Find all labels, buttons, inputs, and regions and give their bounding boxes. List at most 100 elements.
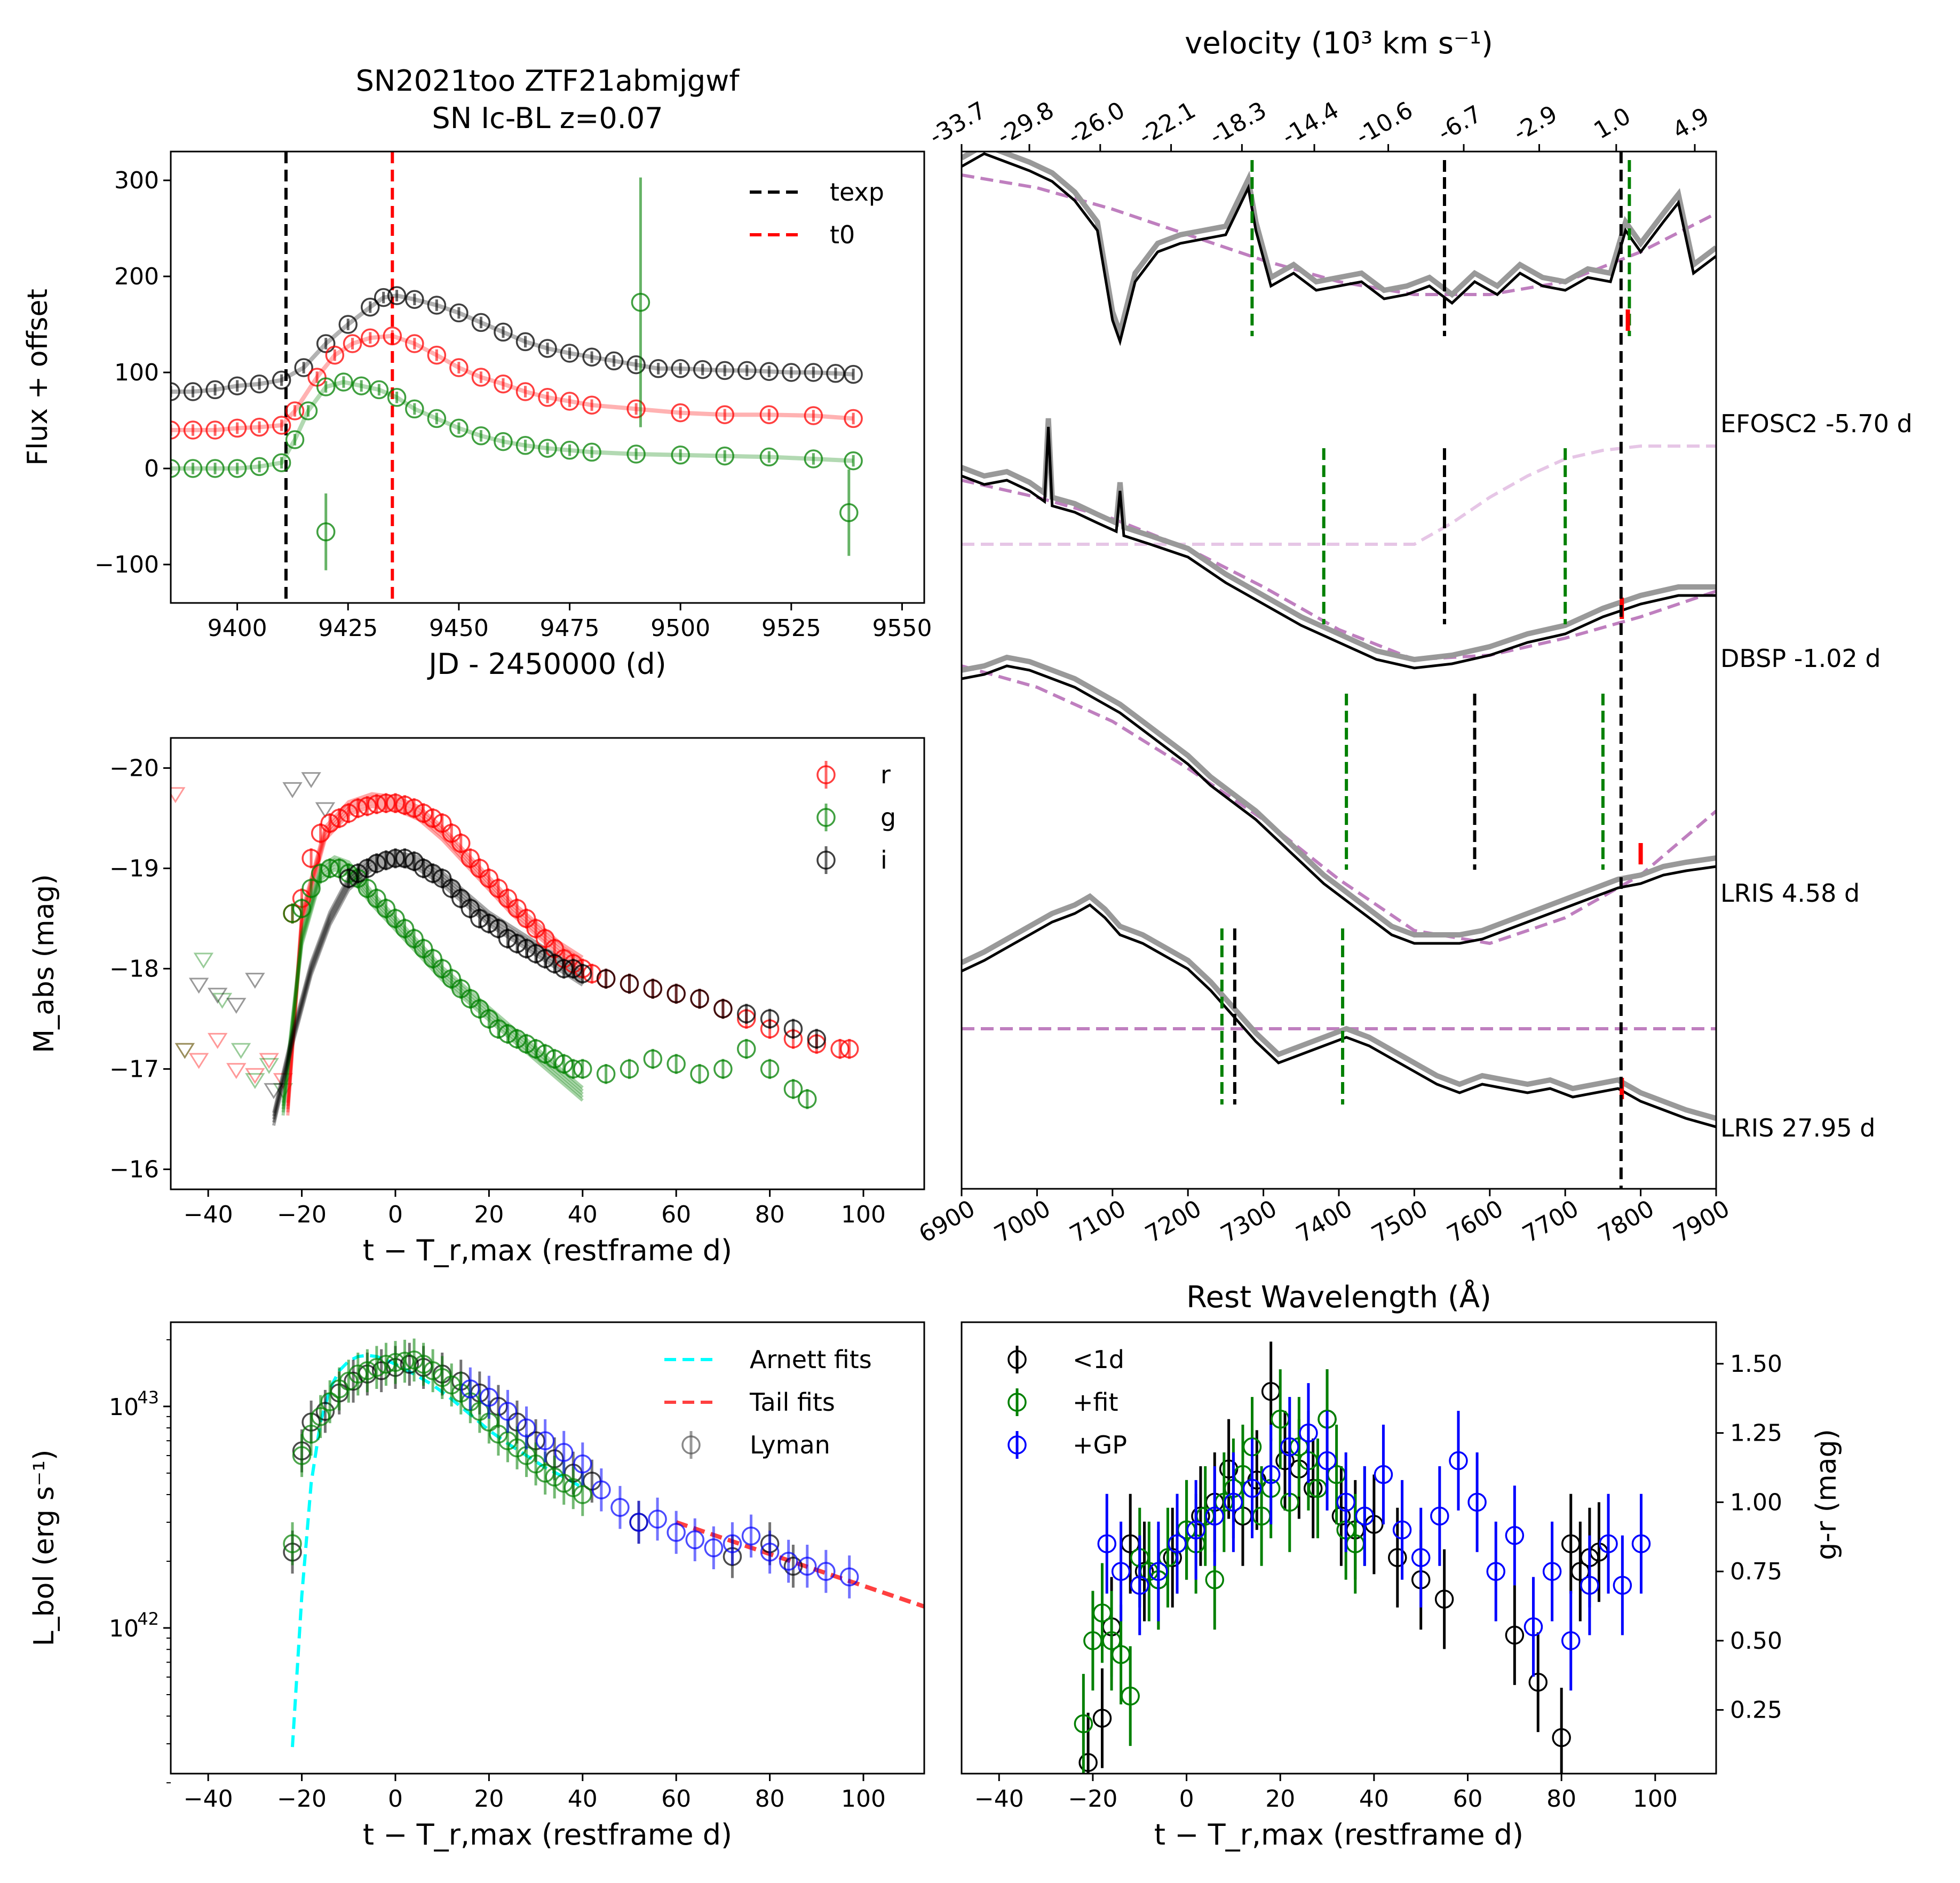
data-point-+fit bbox=[1074, 1714, 1093, 1734]
upper-limit-r bbox=[245, 1068, 265, 1084]
data-point-i bbox=[405, 290, 424, 309]
data-point-g bbox=[760, 1059, 780, 1079]
data-point-i bbox=[804, 363, 823, 382]
x-tick-label: 7300 bbox=[1216, 1195, 1281, 1248]
x-axis-label: t − T_r,max (restframe d) bbox=[363, 1234, 732, 1267]
data-point-i bbox=[471, 313, 491, 332]
data-point-+GP bbox=[1374, 1465, 1393, 1484]
model-curve-g bbox=[281, 861, 584, 1109]
legend-marker bbox=[681, 1435, 701, 1455]
data-point-g bbox=[839, 503, 859, 522]
data-point-blue bbox=[461, 1379, 480, 1399]
y-tick-exponent: 42 bbox=[137, 1609, 159, 1629]
legend-label: <1d bbox=[1073, 1345, 1124, 1374]
x-tick-label: 7500 bbox=[1367, 1195, 1432, 1248]
data-point-blue bbox=[479, 1387, 499, 1407]
data-point-g bbox=[626, 444, 646, 464]
data-point-g bbox=[494, 432, 513, 451]
x-tick-label: −40 bbox=[184, 1201, 233, 1228]
data-point-i bbox=[449, 303, 469, 323]
data-point-+GP bbox=[1149, 1562, 1168, 1581]
legend-marker bbox=[816, 851, 836, 870]
data-point-+GP bbox=[1280, 1437, 1299, 1457]
upper-limit-g bbox=[193, 952, 214, 969]
upper-limit-r bbox=[226, 1063, 247, 1079]
spectrum-label: DBSP -1.02 d bbox=[1720, 644, 1881, 673]
upper-limit-g bbox=[273, 1083, 293, 1099]
data-point-black bbox=[783, 1556, 803, 1576]
top-x-tick-label: 1.0 bbox=[1589, 102, 1635, 145]
data-point-green bbox=[573, 1485, 592, 1504]
x-tick-label: 7800 bbox=[1593, 1195, 1659, 1248]
top-x-tick-label: -22.1 bbox=[1134, 97, 1200, 150]
raw-spectrum bbox=[962, 654, 1716, 937]
data-point-+GP bbox=[1261, 1465, 1281, 1484]
data-point-+GP bbox=[1242, 1479, 1262, 1498]
data-point-+GP bbox=[1392, 1520, 1412, 1540]
legend-label: i bbox=[880, 846, 887, 875]
plot-area bbox=[171, 152, 863, 603]
data-point-<1d bbox=[1275, 1451, 1295, 1471]
top-x-tick-label: -29.8 bbox=[993, 97, 1059, 150]
data-point-i bbox=[713, 999, 733, 1019]
data-point-i bbox=[620, 974, 639, 994]
legend-marker bbox=[816, 765, 836, 784]
x-tick-label: 20 bbox=[474, 1201, 504, 1228]
data-point-i bbox=[759, 362, 779, 381]
data-point-blue bbox=[666, 1523, 686, 1542]
upper-limit-i bbox=[264, 1083, 284, 1099]
data-point-i bbox=[427, 296, 447, 315]
legend-marker bbox=[1007, 1435, 1027, 1455]
data-point-r bbox=[301, 848, 321, 868]
data-point-r bbox=[171, 420, 180, 440]
data-point-g bbox=[671, 446, 690, 465]
data-point-blue bbox=[816, 1562, 836, 1581]
data-point-g bbox=[227, 459, 247, 478]
x-tick-label: 9475 bbox=[540, 615, 600, 642]
data-point-g bbox=[631, 292, 650, 312]
data-point-i bbox=[626, 355, 646, 375]
raw-spectrum bbox=[962, 893, 1716, 1121]
data-point-r bbox=[272, 416, 291, 435]
top-x-tick-label: 4.9 bbox=[1668, 102, 1714, 145]
legend-label: texp bbox=[830, 178, 884, 206]
x-tick-label: 7100 bbox=[1065, 1195, 1130, 1248]
data-point-g bbox=[538, 439, 557, 458]
plot-area bbox=[962, 152, 1716, 1189]
y-tick-label: 10 bbox=[109, 1394, 139, 1421]
data-point-blue bbox=[839, 1567, 859, 1587]
data-point-r bbox=[759, 405, 779, 424]
x-tick-label: 80 bbox=[755, 1201, 785, 1228]
data-point-r bbox=[383, 326, 402, 346]
data-point-i bbox=[643, 979, 663, 998]
data-point-r bbox=[449, 358, 469, 377]
continuum-fit bbox=[962, 173, 1716, 296]
data-point-black bbox=[371, 1361, 391, 1380]
panel: 9400 9425 9450 9475 9500 9525 9550 −100 0 100 200 3… bbox=[22, 64, 932, 681]
data-point-+GP bbox=[1299, 1423, 1318, 1443]
upper-limit-i bbox=[226, 998, 247, 1014]
y-tick-label: 1.00 bbox=[1730, 1489, 1782, 1516]
data-point-+GP bbox=[1631, 1534, 1651, 1553]
x-tick-label: 7400 bbox=[1292, 1195, 1357, 1248]
data-point-r bbox=[844, 409, 863, 428]
data-point-+GP bbox=[1205, 1506, 1225, 1526]
data-point-+GP bbox=[1111, 1562, 1131, 1581]
top-x-tick-label: -6.7 bbox=[1433, 100, 1487, 147]
legend-label: g bbox=[880, 803, 896, 832]
data-point-blue bbox=[629, 1513, 648, 1532]
data-point-g bbox=[471, 426, 491, 446]
tail-fit bbox=[675, 1520, 924, 1609]
y-tick-label: −18 bbox=[109, 955, 159, 982]
data-point-r bbox=[515, 382, 535, 401]
data-point-<1d bbox=[1092, 1709, 1112, 1728]
x-tick-label: 100 bbox=[841, 1201, 886, 1228]
data-point-blue bbox=[573, 1454, 592, 1474]
data-point-+GP bbox=[1097, 1534, 1117, 1553]
data-point-g bbox=[573, 1059, 592, 1079]
binned-spectrum bbox=[962, 903, 1716, 1129]
data-point-+GP bbox=[1336, 1492, 1355, 1512]
data-point-g bbox=[515, 436, 535, 455]
data-point-r bbox=[405, 334, 424, 353]
